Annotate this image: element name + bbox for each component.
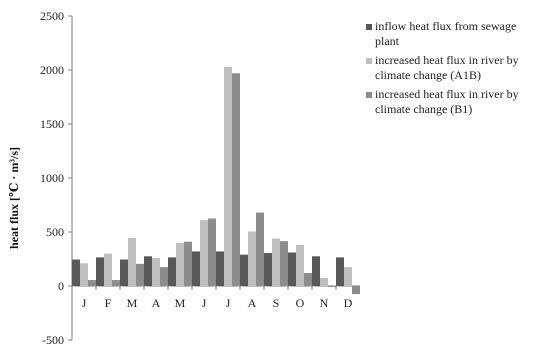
y-axis-label: heat flux [℃ · m³/s] xyxy=(7,147,21,249)
y-tick-label: 0 xyxy=(58,279,64,293)
bar-1-s-9 xyxy=(264,253,272,286)
x-tick-label: S xyxy=(273,296,280,310)
x-tick-label: D xyxy=(344,296,353,310)
y-tick-label: 2000 xyxy=(40,63,64,77)
legend-label: increased heat flux in river by climate c… xyxy=(375,87,519,116)
bar-1-j-7 xyxy=(216,251,224,286)
bar-1-j-1 xyxy=(72,259,80,286)
bar-1-d-12 xyxy=(336,257,344,286)
bar-1-a-8 xyxy=(240,254,248,286)
bar-1-a-4 xyxy=(144,256,152,286)
bar-2-a-4 xyxy=(152,257,160,286)
bar-2-s-9 xyxy=(272,238,280,286)
legend-label-line: climate change (A1B) xyxy=(375,68,481,82)
bar-3-m-5 xyxy=(184,241,192,286)
bar-1-m-5 xyxy=(168,257,176,286)
bar-3-j-6 xyxy=(208,218,216,286)
bar-3-j-1 xyxy=(88,280,96,286)
bar-2-m-5 xyxy=(176,242,184,286)
bar-3-f-2 xyxy=(112,280,120,286)
bar-2-j-6 xyxy=(200,220,208,286)
legend-swatch xyxy=(366,24,372,30)
x-tick-label: M xyxy=(175,296,186,310)
bar-1-n-11 xyxy=(312,256,320,286)
bar-1-o-10 xyxy=(288,252,296,286)
bar-2-j-1 xyxy=(80,263,88,286)
y-tick-label: 500 xyxy=(46,225,64,239)
legend-label-line: increased heat flux in river by xyxy=(375,87,519,101)
legend: inflow heat flux from sewage plant increas… xyxy=(366,19,519,116)
legend-label-line: plant xyxy=(375,34,400,48)
bar-2-m-3 xyxy=(128,237,136,286)
bar-3-n-11 xyxy=(328,286,336,288)
axes: -500 0 500 1000 1500 2000 2500 xyxy=(40,9,360,347)
legend-swatch xyxy=(366,92,372,98)
bar-3-a-8 xyxy=(256,212,264,286)
bar-2-j-7 xyxy=(224,66,232,286)
bar-1-j-6 xyxy=(192,251,200,286)
bar-1-f-2 xyxy=(96,257,104,286)
legend-label-line: climate change (B1) xyxy=(375,102,472,116)
bar-3-a-4 xyxy=(160,267,168,286)
y-tick-label: 1500 xyxy=(40,117,64,131)
legend-label-line: inflow heat flux from sewage xyxy=(375,19,516,33)
bar-2-n-11 xyxy=(320,277,328,286)
x-tick-label: F xyxy=(105,296,112,310)
bar-3-s-9 xyxy=(280,241,288,286)
x-tick-label: A xyxy=(248,296,257,310)
bar-2-f-2 xyxy=(104,253,112,286)
x-tick-label: J xyxy=(82,296,87,310)
bar-3-d-12 xyxy=(352,286,360,295)
bar-2-a-8 xyxy=(248,231,256,286)
bar-1-m-3 xyxy=(120,259,128,286)
x-tick-label: J xyxy=(202,296,207,310)
bar-2-d-12 xyxy=(344,267,352,286)
legend-swatch xyxy=(366,58,372,64)
y-tick-label: 2500 xyxy=(40,9,64,23)
legend-label: inflow heat flux from sewage plant xyxy=(375,19,516,48)
legend-label: increased heat flux in river by climate c… xyxy=(375,53,519,82)
x-tick-label: N xyxy=(320,296,329,310)
bar-3-m-3 xyxy=(136,263,144,286)
bar-3-j-7 xyxy=(232,73,240,287)
x-tick-label: J xyxy=(226,296,231,310)
x-tick-label: A xyxy=(152,296,161,310)
bar-3-o-10 xyxy=(304,273,312,286)
x-tick-label: O xyxy=(296,296,305,310)
x-tick-label: M xyxy=(127,296,138,310)
y-tick-label: -500 xyxy=(42,333,64,347)
bars xyxy=(72,66,360,295)
y-tick-label: 1000 xyxy=(40,171,64,185)
legend-label-line: increased heat flux in river by xyxy=(375,53,519,67)
bar-2-o-10 xyxy=(296,244,304,286)
